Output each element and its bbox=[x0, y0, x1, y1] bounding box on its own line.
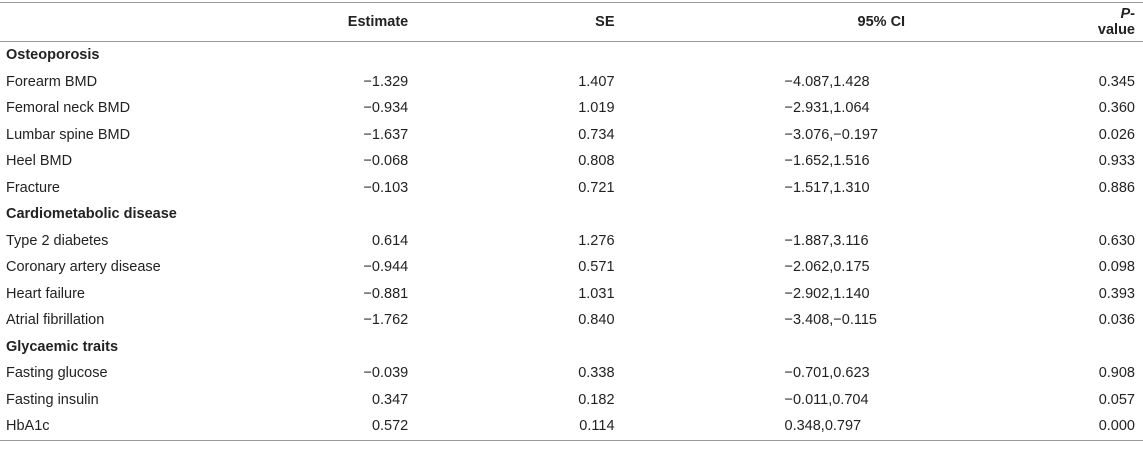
table-row: Coronary artery disease −0.944 0.571 −2.062… bbox=[0, 254, 1143, 281]
cell-ci: −4.087,1.428 bbox=[784, 73, 870, 90]
cell-estimate: −1.762 bbox=[363, 312, 409, 329]
cell-estimate: 0.572 bbox=[371, 418, 409, 435]
cell-estimate: −1.329 bbox=[363, 73, 409, 90]
row-label: Lumbar spine BMD bbox=[6, 126, 131, 143]
cell-ci: −2.902,1.140 bbox=[784, 285, 870, 302]
header-se: SE bbox=[595, 14, 615, 30]
cell-ci: −1.652,1.516 bbox=[784, 153, 870, 170]
cell-ci: −2.931,1.064 bbox=[784, 100, 870, 117]
cell-ci: −3.076,−0.197 bbox=[784, 126, 879, 143]
header-ci: 95% CI bbox=[857, 14, 906, 30]
cell-ci: −0.011,0.704 bbox=[784, 391, 869, 408]
cell-p-value: 0.098 bbox=[1098, 259, 1135, 276]
cell-se: 1.276 bbox=[578, 232, 615, 249]
cell-ci: −0.701,0.623 bbox=[784, 365, 870, 382]
cell-se: 0.571 bbox=[578, 259, 615, 276]
cell-se: 1.031 bbox=[578, 285, 615, 302]
cell-estimate: −0.944 bbox=[363, 259, 409, 276]
table-row: Forearm BMD −1.329 1.407 −4.087,1.428 0.345 bbox=[0, 69, 1143, 96]
row-label: Femoral neck BMD bbox=[6, 100, 131, 117]
header-p-rest: -value bbox=[1097, 6, 1136, 38]
row-label: Fasting insulin bbox=[6, 391, 99, 408]
cell-p-value: 0.345 bbox=[1098, 73, 1135, 90]
cell-estimate: −0.881 bbox=[363, 285, 409, 302]
cell-estimate: 0.614 bbox=[371, 232, 409, 249]
cell-estimate: −0.103 bbox=[363, 179, 409, 196]
table-row: Femoral neck BMD −0.934 1.019 −2.931,1.064 0… bbox=[0, 95, 1143, 122]
section-row: Glycaemic traits bbox=[0, 334, 1143, 361]
row-label: HbA1c bbox=[6, 418, 50, 435]
table-row: Type 2 diabetes 0.614 1.276 −1.887,3.116 0.6… bbox=[0, 228, 1143, 255]
cell-se: 0.114 bbox=[579, 418, 615, 435]
row-label: Heel BMD bbox=[6, 153, 73, 170]
section-heading: Cardiometabolic disease bbox=[6, 206, 177, 223]
cell-p-value: 0.036 bbox=[1098, 312, 1135, 329]
table-row: Fasting insulin 0.347 0.182 −0.011,0.704 0.0… bbox=[0, 387, 1143, 414]
cell-estimate: −0.068 bbox=[363, 153, 409, 170]
cell-p-value: 0.908 bbox=[1098, 365, 1135, 382]
table-row: Atrial fibrillation −1.762 0.840 −3.408,−0.… bbox=[0, 307, 1143, 334]
header-p-italic: P bbox=[1120, 6, 1131, 22]
cell-p-value: 0.360 bbox=[1098, 100, 1135, 117]
header-row: Estimate SE 95% CI P-value bbox=[0, 2, 1143, 42]
section-heading: Glycaemic traits bbox=[6, 338, 119, 355]
cell-se: 1.407 bbox=[578, 73, 615, 90]
table-body: Osteoporosis Forearm BMD −1.329 1.407 −4.087… bbox=[0, 42, 1143, 440]
cell-p-value: 0.933 bbox=[1098, 153, 1135, 170]
section-row: Osteoporosis bbox=[0, 42, 1143, 69]
table-row: Fracture −0.103 0.721 −1.517,1.310 0.886 bbox=[0, 175, 1143, 202]
cell-estimate: −0.039 bbox=[363, 365, 409, 382]
row-label: Type 2 diabetes bbox=[6, 232, 109, 249]
table-row: Heart failure −0.881 1.031 −2.902,1.140 0.39… bbox=[0, 281, 1143, 308]
table-row: Heel BMD −0.068 0.808 −1.652,1.516 0.933 bbox=[0, 148, 1143, 175]
cell-se: 0.840 bbox=[578, 312, 615, 329]
cell-se: 0.182 bbox=[578, 391, 615, 408]
cell-se: 0.808 bbox=[578, 153, 615, 170]
table-row: HbA1c 0.572 0.114 0.348,0.797 0.000 bbox=[0, 413, 1143, 440]
cell-se: 0.734 bbox=[578, 126, 615, 143]
table-header: Estimate SE 95% CI P-value bbox=[0, 2, 1143, 42]
table-row: Fasting glucose −0.039 0.338 −0.701,0.623 0.… bbox=[0, 360, 1143, 387]
cell-estimate: −1.637 bbox=[363, 126, 409, 143]
row-label: Heart failure bbox=[6, 285, 85, 302]
header-estimate: Estimate bbox=[347, 14, 409, 30]
cell-p-value: 0.000 bbox=[1098, 418, 1135, 435]
cell-ci: −1.887,3.116 bbox=[784, 232, 869, 249]
row-label: Forearm BMD bbox=[6, 73, 98, 90]
cell-ci: −1.517,1.310 bbox=[784, 179, 870, 196]
cell-p-value: 0.393 bbox=[1098, 285, 1135, 302]
cell-p-value: 0.057 bbox=[1098, 391, 1135, 408]
cell-estimate: 0.347 bbox=[371, 391, 409, 408]
header-p-value: P-value bbox=[1098, 3, 1143, 42]
row-label: Fracture bbox=[6, 179, 60, 196]
row-label: Fasting glucose bbox=[6, 365, 108, 382]
cell-se: 0.338 bbox=[578, 365, 615, 382]
section-heading: Osteoporosis bbox=[6, 47, 100, 64]
cell-p-value: 0.630 bbox=[1098, 232, 1135, 249]
cell-ci: −3.408,−0.115 bbox=[784, 312, 877, 329]
header-label bbox=[0, 3, 251, 42]
cell-ci: 0.348,0.797 bbox=[784, 418, 862, 435]
cell-ci: −2.062,0.175 bbox=[784, 259, 870, 276]
table-row: Lumbar spine BMD −1.637 0.734 −3.076,−0.197… bbox=[0, 122, 1143, 149]
cell-p-value: 0.886 bbox=[1098, 179, 1135, 196]
section-row: Cardiometabolic disease bbox=[0, 201, 1143, 228]
row-label: Atrial fibrillation bbox=[6, 312, 105, 329]
cell-estimate: −0.934 bbox=[363, 100, 409, 117]
cell-p-value: 0.026 bbox=[1098, 126, 1135, 143]
cell-se: 1.019 bbox=[578, 100, 615, 117]
results-table: Estimate SE 95% CI P-value Osteoporosis F… bbox=[0, 2, 1143, 441]
cell-se: 0.721 bbox=[578, 179, 615, 196]
row-label: Coronary artery disease bbox=[6, 259, 161, 276]
